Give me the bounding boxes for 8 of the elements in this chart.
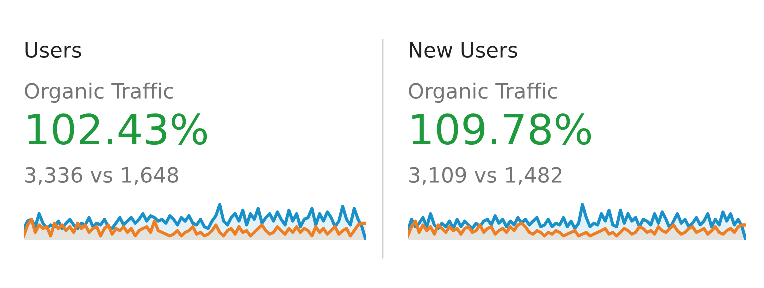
text: 102.43% [28, 114, 208, 146]
text: 109.78% [412, 114, 592, 146]
chart-title: New Users [410, 42, 518, 58]
text: 3,109 vs 1,482 [410, 167, 562, 186]
text: 3,336 vs 1,648 [26, 167, 178, 186]
chart-title: Users [26, 42, 82, 58]
chart-subtitle: Organic Traffic [25, 82, 174, 104]
chart-subtitle: Organic Traffic [409, 82, 558, 104]
